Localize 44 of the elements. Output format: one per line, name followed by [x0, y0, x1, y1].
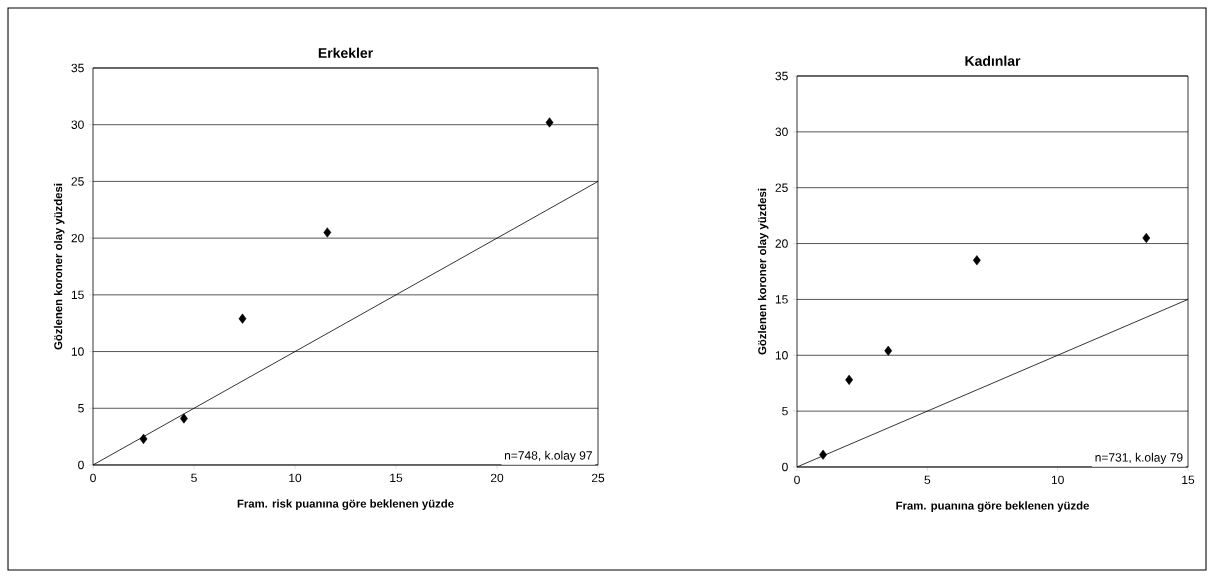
y-tick-label: 20: [775, 239, 788, 248]
x-tick-label: 0: [90, 473, 96, 483]
point: [884, 345, 893, 356]
chart-title: Erkekler: [318, 47, 373, 58]
point: [238, 313, 247, 324]
x-tick-label: 15: [390, 473, 403, 483]
x-tick-label: 15: [1182, 475, 1195, 485]
annotation: n=748, k.olay 97: [504, 450, 592, 463]
x-tick-label: 5: [924, 475, 931, 485]
y-tick-label: 25: [71, 177, 84, 186]
y-tick-label: 0: [782, 462, 788, 472]
x-tick-label: 10: [289, 473, 302, 483]
y-tick-label: 0: [78, 460, 84, 470]
x-tick-label: 10: [1051, 475, 1064, 485]
annotation: n=731, k.olay 79: [1095, 452, 1183, 465]
y-tick-label: 20: [71, 233, 84, 243]
y-tick-label: 35: [71, 63, 84, 73]
point: [545, 117, 554, 128]
point: [819, 449, 827, 460]
y-tick-label: 35: [775, 71, 788, 81]
y-tick-label: 10: [71, 347, 84, 356]
y-tick-label: 30: [775, 127, 788, 137]
y-axis-title: Gözlenen koroner olay yüzdesi: [53, 183, 65, 350]
x-tick-label: 0: [794, 475, 800, 485]
chart-title: Kadınlar: [965, 55, 1021, 66]
y-tick-label: 15: [775, 295, 788, 304]
y-tick-label: 30: [71, 120, 84, 129]
y-tick-label: 15: [71, 290, 84, 300]
point: [323, 227, 332, 238]
point: [973, 255, 981, 266]
point: [180, 413, 188, 424]
y-tick-label: 5: [78, 404, 84, 413]
y-axis-title: Gözlenen koroner olay yüzdesi: [757, 188, 769, 355]
x-axis-title: Fram. risk puanına göre beklenen yüzde: [237, 499, 454, 510]
point: [845, 374, 854, 385]
y-tick-label: 5: [782, 406, 788, 416]
y-tick-label: 10: [775, 351, 788, 360]
point: [1142, 232, 1151, 244]
x-tick-label: 20: [490, 473, 504, 483]
x-tick-label: 25: [591, 473, 605, 483]
x-axis-title: Fram. puanına göre beklenen yüzde: [896, 501, 1089, 512]
y-tick-label: 25: [775, 183, 788, 192]
point: [139, 433, 148, 444]
x-tick-label: 5: [191, 473, 197, 483]
